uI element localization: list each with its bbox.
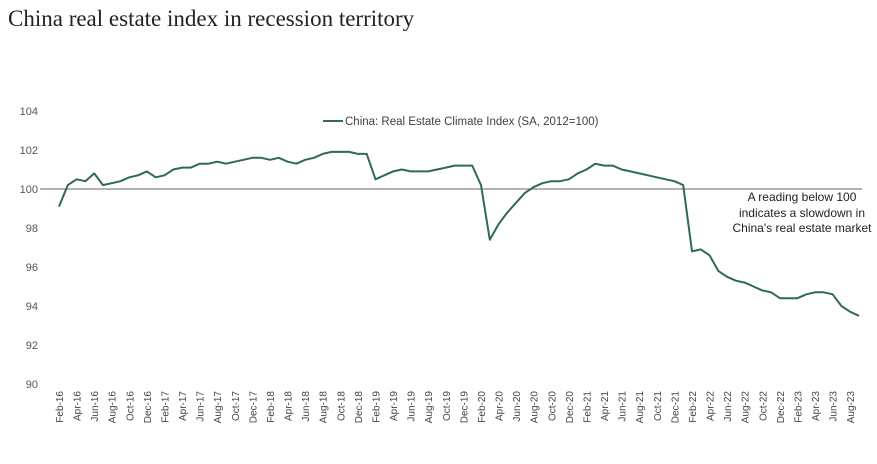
- x-tick-label: Aug-22: [741, 391, 752, 424]
- x-tick-label: Jun-16: [90, 391, 101, 422]
- x-tick-label: Oct-21: [653, 391, 664, 421]
- x-tick-label: Jun-17: [196, 391, 207, 422]
- x-tick-label: Feb-23: [793, 391, 804, 423]
- x-tick-label: Feb-17: [160, 391, 171, 423]
- x-tick-label: Dec-17: [248, 391, 259, 424]
- annotation-line-1: A reading below 100: [748, 190, 857, 204]
- x-tick-label: Apr-17: [178, 391, 189, 421]
- y-axis-ticks: 90 92 94 96 98 100 102 104: [20, 106, 38, 391]
- chart-title: China real estate index in recession ter…: [8, 6, 415, 31]
- x-tick-label: Aug-18: [319, 391, 330, 424]
- annotation-line-3: China's real estate market: [732, 221, 872, 235]
- x-tick-label: Dec-20: [565, 391, 576, 424]
- x-tick-label: Feb-16: [55, 391, 66, 423]
- y-tick-label: 100: [20, 184, 38, 196]
- x-tick-label: Jun-19: [407, 391, 418, 422]
- y-tick-label: 98: [26, 223, 38, 235]
- x-tick-label: Feb-19: [371, 391, 382, 423]
- x-tick-label: Oct-17: [231, 391, 242, 421]
- x-tick-label: Jun-23: [829, 391, 840, 422]
- annotation-line-2: indicates a slowdown in: [739, 206, 865, 220]
- x-tick-label: Aug-20: [530, 391, 541, 424]
- x-tick-label: Dec-18: [354, 391, 365, 424]
- y-tick-label: 104: [20, 106, 38, 118]
- x-tick-label: Apr-23: [811, 391, 822, 421]
- x-tick-label: Apr-20: [495, 391, 506, 421]
- series-layer: [58, 150, 860, 317]
- x-tick-label: Dec-21: [670, 391, 681, 424]
- legend: China: Real Estate Climate Index (SA, 20…: [323, 116, 599, 128]
- x-tick-label: Apr-19: [389, 391, 400, 421]
- x-tick-label: Feb-18: [266, 391, 277, 423]
- x-tick-label: Aug-19: [424, 391, 435, 424]
- y-tick-label: 96: [26, 262, 38, 274]
- x-tick-label: Oct-20: [547, 391, 558, 421]
- x-tick-label: Jun-22: [723, 391, 734, 422]
- series-line-real-estate-climate-index: [58, 150, 860, 317]
- x-tick-label: Oct-22: [758, 391, 769, 421]
- x-tick-label: Aug-16: [108, 391, 119, 424]
- x-tick-label: Feb-22: [688, 391, 699, 423]
- annotation: A reading below 100 indicates a slowdown…: [732, 190, 872, 235]
- x-tick-label: Oct-19: [442, 391, 453, 421]
- x-tick-label: Jun-20: [512, 391, 523, 422]
- y-tick-label: 92: [26, 340, 38, 352]
- x-tick-label: Oct-18: [336, 391, 347, 421]
- y-tick-label: 94: [26, 301, 38, 313]
- x-axis-ticks: Feb-16 Apr-16 Jun-16 Aug-16 Oct-16 Dec-16 Feb-…: [55, 391, 857, 424]
- x-tick-label: Aug-21: [635, 391, 646, 424]
- x-tick-label: Jun-18: [301, 391, 312, 422]
- x-tick-label: Apr-22: [706, 391, 717, 421]
- x-tick-label: Oct-16: [125, 391, 136, 421]
- legend-label: China: Real Estate Climate Index (SA, 20…: [345, 116, 599, 128]
- x-tick-label: Dec-16: [143, 391, 154, 424]
- x-tick-label: Apr-21: [600, 391, 611, 421]
- x-tick-label: Apr-18: [284, 391, 295, 421]
- x-tick-label: Aug-17: [213, 391, 224, 424]
- x-tick-label: Aug-23: [846, 391, 857, 424]
- x-tick-label: Apr-16: [73, 391, 84, 421]
- x-tick-label: Jun-21: [618, 391, 629, 422]
- x-tick-label: Dec-19: [459, 391, 470, 424]
- x-tick-label: Feb-21: [582, 391, 593, 423]
- x-tick-label: Dec-22: [776, 391, 787, 424]
- y-tick-label: 102: [20, 145, 38, 157]
- y-tick-label: 90: [26, 379, 38, 391]
- x-tick-label: Feb-20: [477, 391, 488, 423]
